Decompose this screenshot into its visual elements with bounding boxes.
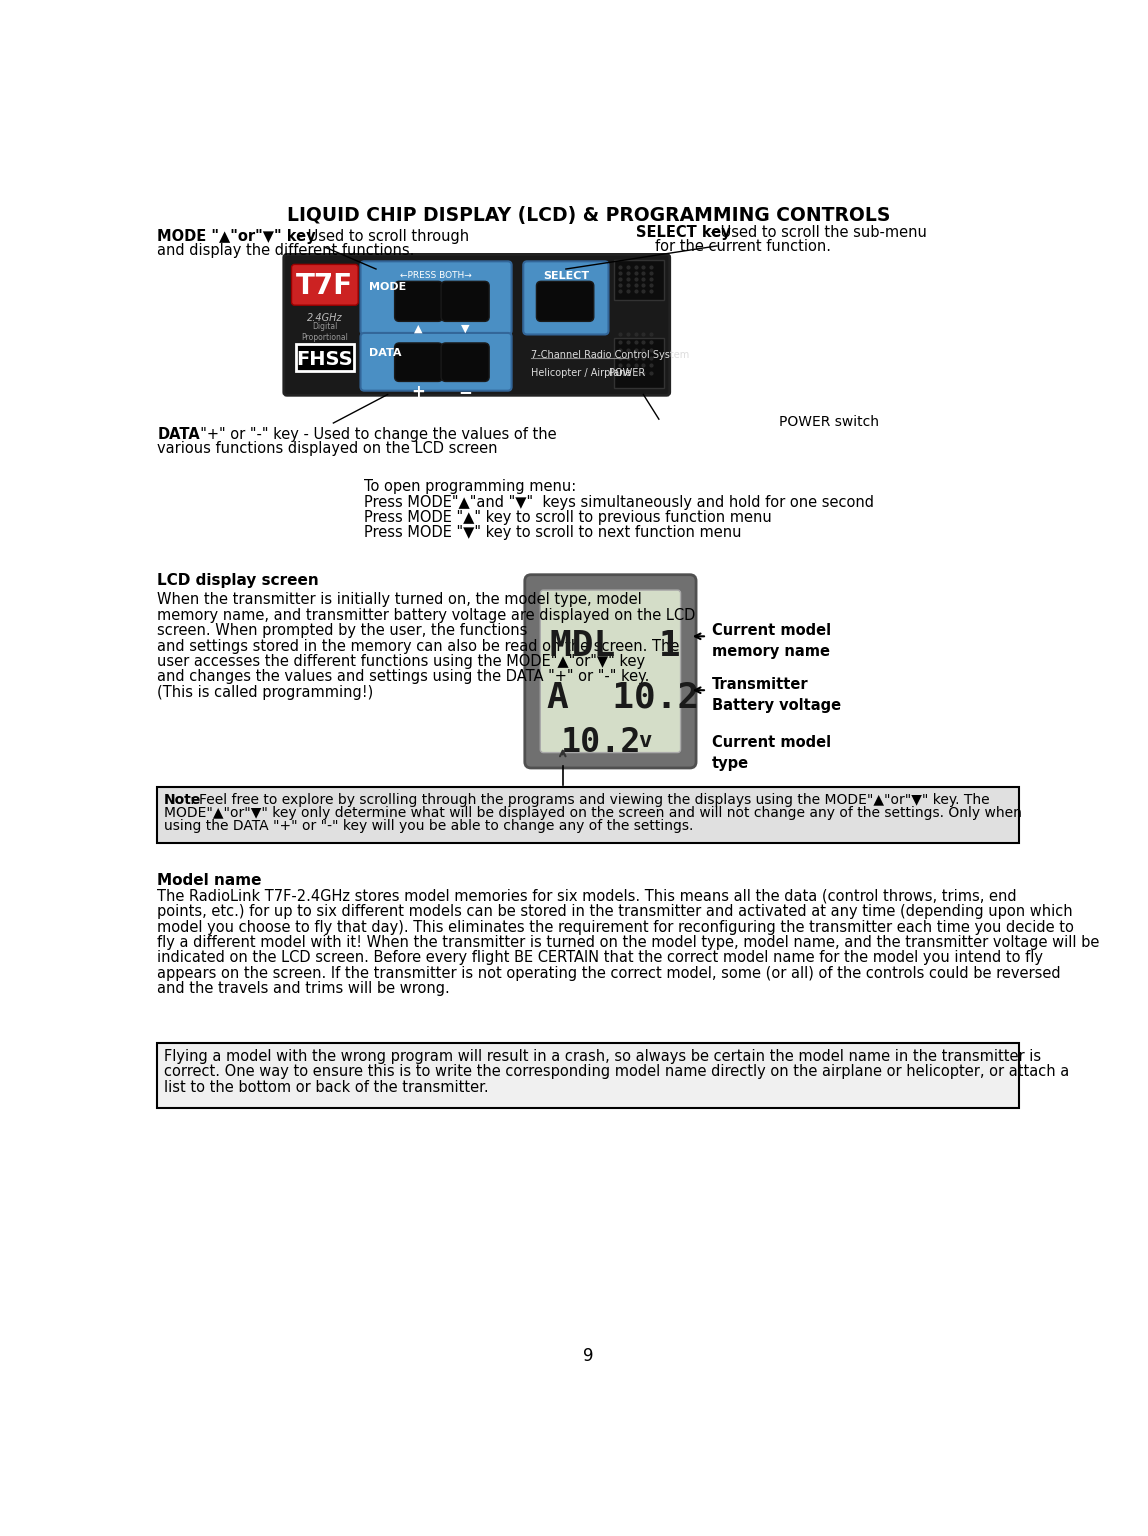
Text: Note: Note <box>164 793 201 806</box>
FancyBboxPatch shape <box>157 1043 1019 1109</box>
Text: using the DATA "+" or "-" key will you be able to change any of the settings.: using the DATA "+" or "-" key will you b… <box>164 819 693 833</box>
FancyBboxPatch shape <box>525 574 696 768</box>
FancyBboxPatch shape <box>292 264 358 306</box>
Text: Current model
type: Current model type <box>712 734 831 771</box>
FancyBboxPatch shape <box>296 344 354 372</box>
Text: v: v <box>638 731 651 751</box>
Text: Transmitter
Battery voltage: Transmitter Battery voltage <box>712 677 840 713</box>
Text: correct. One way to ensure this is to write the corresponding model name directl: correct. One way to ensure this is to wr… <box>164 1064 1069 1080</box>
Text: Digital
Proportional: Digital Proportional <box>302 323 348 341</box>
Text: Press MODE "▼" key to scroll to next function menu: Press MODE "▼" key to scroll to next fun… <box>364 525 742 541</box>
Text: T7F: T7F <box>296 272 354 300</box>
FancyBboxPatch shape <box>614 260 665 300</box>
Text: ▼: ▼ <box>460 324 470 333</box>
Text: Current model
memory name: Current model memory name <box>712 624 831 659</box>
Text: - Used to scroll through: - Used to scroll through <box>293 229 470 244</box>
Text: DATA: DATA <box>157 427 200 442</box>
Text: SELECT key: SELECT key <box>636 226 730 240</box>
FancyBboxPatch shape <box>284 255 669 395</box>
Text: and display the different functions.: and display the different functions. <box>157 243 414 258</box>
Text: list to the bottom or back of the transmitter.: list to the bottom or back of the transm… <box>164 1080 488 1095</box>
FancyBboxPatch shape <box>395 281 443 321</box>
Text: model you choose to fly that day). This eliminates the requirement for reconfigu: model you choose to fly that day). This … <box>157 920 1075 935</box>
Text: MDL  1: MDL 1 <box>550 628 680 662</box>
Text: fly a different model with it! When the transmitter is turned on the model type,: fly a different model with it! When the … <box>157 935 1100 951</box>
FancyBboxPatch shape <box>395 343 443 381</box>
FancyBboxPatch shape <box>541 590 681 753</box>
Text: for the current function.: for the current function. <box>656 240 831 253</box>
Text: and settings stored in the memory can also be read on the screen. The: and settings stored in the memory can al… <box>157 639 680 654</box>
FancyBboxPatch shape <box>523 261 608 335</box>
Text: Press MODE "▲" key to scroll to previous function menu: Press MODE "▲" key to scroll to previous… <box>364 510 773 525</box>
Text: LIQUID CHIP DISPLAY (LCD) & PROGRAMMING CONTROLS: LIQUID CHIP DISPLAY (LCD) & PROGRAMMING … <box>287 206 890 224</box>
Text: 9: 9 <box>583 1347 594 1366</box>
Text: - Used to scroll the sub-menu: - Used to scroll the sub-menu <box>706 226 928 240</box>
Text: A  10.2: A 10.2 <box>548 680 699 714</box>
Text: 2.4GHz: 2.4GHz <box>307 313 342 323</box>
Text: +: + <box>412 382 426 401</box>
FancyBboxPatch shape <box>441 281 489 321</box>
Text: Flying a model with the wrong program will result in a crash, so always be certa: Flying a model with the wrong program wi… <box>164 1049 1041 1064</box>
Text: 10.2: 10.2 <box>560 725 641 759</box>
FancyBboxPatch shape <box>614 338 665 389</box>
Text: (This is called programming!): (This is called programming!) <box>157 685 374 700</box>
FancyBboxPatch shape <box>360 261 512 335</box>
Text: indicated on the LCD screen. Before every flight BE CERTAIN that the correct mod: indicated on the LCD screen. Before ever… <box>157 951 1044 966</box>
Text: screen. When prompted by the user, the functions: screen. When prompted by the user, the f… <box>157 624 528 639</box>
Text: DATA: DATA <box>369 347 402 358</box>
Text: appears on the screen. If the transmitter is not operating the correct model, so: appears on the screen. If the transmitte… <box>157 966 1061 982</box>
FancyBboxPatch shape <box>360 333 512 390</box>
Text: : Feel free to explore by scrolling through the programs and viewing the display: : Feel free to explore by scrolling thro… <box>191 793 990 806</box>
Text: The RadioLink T7F-2.4GHz stores model memories for six models. This means all th: The RadioLink T7F-2.4GHz stores model me… <box>157 889 1017 903</box>
Text: MODE"▲"or"▼" key only determine what will be displayed on the screen and will no: MODE"▲"or"▼" key only determine what wil… <box>164 806 1022 820</box>
Text: Press MODE"▲"and "▼"  keys simultaneously and hold for one second: Press MODE"▲"and "▼" keys simultaneously… <box>364 495 875 510</box>
Text: MODE "▲"or"▼" key: MODE "▲"or"▼" key <box>157 229 316 244</box>
Text: memory name, and transmitter battery voltage are displayed on the LCD: memory name, and transmitter battery vol… <box>157 608 696 622</box>
Text: ←PRESS BOTH→: ←PRESS BOTH→ <box>400 272 472 281</box>
Text: various functions displayed on the LCD screen: various functions displayed on the LCD s… <box>157 441 498 456</box>
Text: To open programming menu:: To open programming menu: <box>364 479 576 495</box>
Text: Model name: Model name <box>157 874 262 888</box>
FancyBboxPatch shape <box>441 343 489 381</box>
Text: LCD display screen: LCD display screen <box>157 573 319 588</box>
Text: 7-Channel Radio Control System: 7-Channel Radio Control System <box>532 350 689 359</box>
FancyBboxPatch shape <box>536 281 594 321</box>
Text: "+" or "-" key - Used to change the values of the: "+" or "-" key - Used to change the valu… <box>191 427 557 442</box>
Text: POWER: POWER <box>608 367 645 378</box>
Text: points, etc.) for up to six different models can be stored in the transmitter an: points, etc.) for up to six different mo… <box>157 905 1073 919</box>
Text: MODE: MODE <box>369 283 406 292</box>
Text: and changes the values and settings using the DATA "+" or "-" key.: and changes the values and settings usin… <box>157 670 650 685</box>
Text: user accesses the different functions using the MODE"▲"or"▼" key: user accesses the different functions us… <box>157 654 645 670</box>
Text: −: − <box>458 382 472 401</box>
FancyBboxPatch shape <box>157 788 1019 843</box>
Text: FHSS: FHSS <box>296 350 354 369</box>
Text: Helicopter / Airplane: Helicopter / Airplane <box>532 367 631 378</box>
Text: and the travels and trims will be wrong.: and the travels and trims will be wrong. <box>157 982 450 997</box>
Text: When the transmitter is initially turned on, the model type, model: When the transmitter is initially turned… <box>157 593 642 607</box>
Text: SELECT: SELECT <box>543 272 589 281</box>
Text: POWER switch: POWER switch <box>779 415 879 430</box>
Text: ▲: ▲ <box>414 324 422 333</box>
